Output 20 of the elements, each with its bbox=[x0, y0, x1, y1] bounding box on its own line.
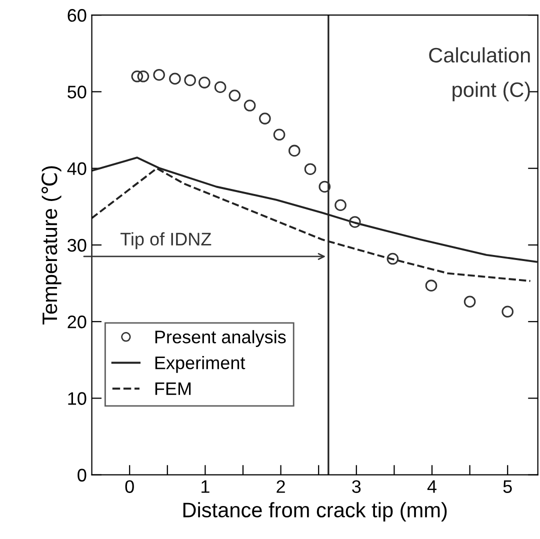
annotation: Calculation point (C) bbox=[429, 47, 530, 102]
x-tick-label: 4 bbox=[427, 480, 436, 493]
y-tick-label: 50 bbox=[68, 86, 86, 98]
annotation: Tip of IDNZ bbox=[120, 232, 212, 250]
x-tick-label: 0 bbox=[125, 480, 134, 493]
x-tick-label: 5 bbox=[503, 480, 512, 493]
y-axis-title: Temperature (℃) bbox=[42, 166, 62, 325]
legend-label: Experiment bbox=[155, 356, 246, 373]
x-axis-title: Distance from crack tip (mm) bbox=[183, 502, 447, 522]
y-tick-label: 20 bbox=[68, 316, 86, 328]
y-tick-label: 40 bbox=[67, 162, 86, 176]
x-tick-label: 1 bbox=[202, 480, 210, 493]
x-tick-label: 3 bbox=[352, 480, 361, 493]
legend-label: FEM bbox=[155, 382, 191, 395]
y-tick-label: 60 bbox=[68, 9, 86, 22]
y-tick-label: 10 bbox=[68, 392, 86, 405]
y-tick-label: 0 bbox=[78, 468, 86, 482]
legend-label: Present analysis bbox=[155, 330, 286, 347]
x-tick-label: 2 bbox=[276, 480, 285, 493]
y-tick-label: 30 bbox=[68, 238, 86, 252]
